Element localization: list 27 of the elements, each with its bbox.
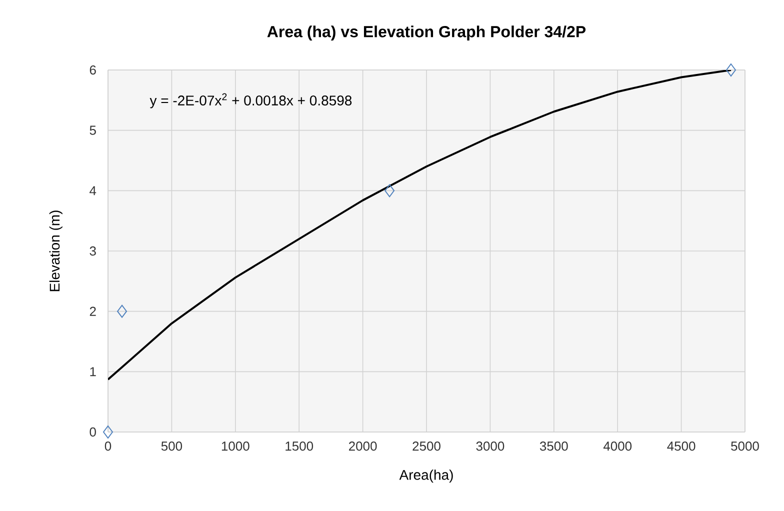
- y-axis-title: Elevation (m): [49, 210, 62, 292]
- point: [117, 304, 128, 318]
- point: [726, 63, 736, 76]
- x-tick-label: 4500: [667, 442, 696, 451]
- y-tick-label: 0: [90, 427, 96, 437]
- line-series: [108, 70, 732, 381]
- x-tick-label: 2000: [348, 442, 377, 451]
- y-tick-label: 6: [90, 65, 96, 75]
- y-tick-label: 1: [90, 367, 96, 376]
- y-tick-label: 2: [90, 306, 96, 316]
- x-tick-label: 4000: [603, 442, 632, 451]
- x-tick-label: 0: [104, 442, 112, 451]
- chart-title: Area (ha) vs Elevation Graph Polder 34/2P: [267, 26, 586, 41]
- x-tick-label: 1000: [222, 442, 250, 451]
- x-tick-label: 500: [161, 442, 182, 451]
- x-tick-label: 3000: [476, 442, 504, 451]
- x-tick-label: 3500: [540, 442, 568, 451]
- x-tick-label: 1500: [286, 442, 314, 451]
- x-tick-label: 2500: [412, 442, 440, 451]
- y-tick-label: 4: [90, 186, 96, 196]
- y-tick-label: 3: [90, 246, 96, 256]
- x-axis-title: Area(ha): [399, 470, 453, 483]
- point: [103, 426, 113, 438]
- point: [384, 184, 395, 198]
- annotation: y = -2E-07x$^{2}$ + 0.0018x + 0.8598: [150, 93, 352, 108]
- x-tick-label: 5000: [731, 442, 759, 451]
- y-tick-label: 5: [90, 126, 96, 135]
